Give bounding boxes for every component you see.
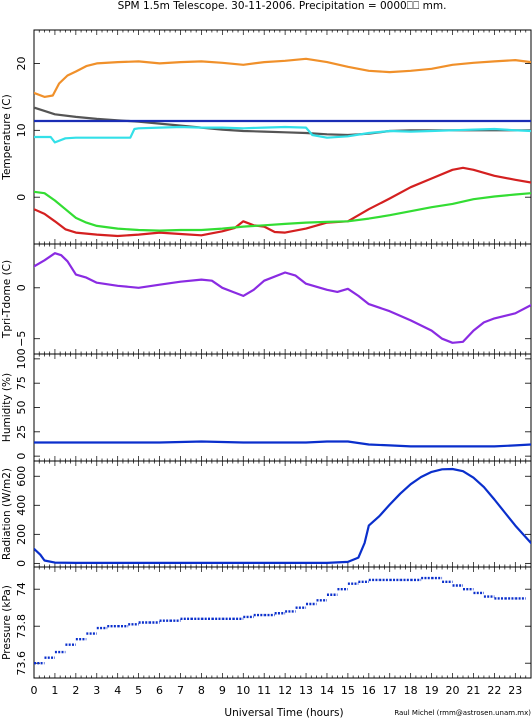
series-line-1 <box>34 57 531 99</box>
x-tick-label: 15 <box>341 684 355 697</box>
series-line-1 <box>34 440 531 448</box>
series-1 <box>34 576 526 665</box>
x-tick-label: 18 <box>404 684 418 697</box>
series-line-5 <box>34 166 531 238</box>
x-tick-label: 7 <box>177 684 184 697</box>
x-tick-label: 2 <box>72 684 79 697</box>
x-tick-label: 16 <box>362 684 376 697</box>
x-tick-label: 0 <box>31 684 38 697</box>
x-tick-label: 10 <box>236 684 250 697</box>
credit-text: Raul Michel (rmm@astrosen.unam.mx) <box>394 709 531 717</box>
y-tick-label: 100 <box>15 348 28 369</box>
x-tick-label: 17 <box>383 684 397 697</box>
x-tick-label: 13 <box>299 684 313 697</box>
x-tick-label: 21 <box>466 684 480 697</box>
x-tick-label: 5 <box>135 684 142 697</box>
y-tick-label: 73.6 <box>15 651 28 676</box>
y-tick-label: 600 <box>15 466 28 487</box>
panel-frame <box>33 243 532 355</box>
y-tick-label: 74 <box>15 582 28 596</box>
y-tick-label: 400 <box>15 495 28 516</box>
x-axis-label: Universal Time (hours) <box>224 707 343 719</box>
panel-1: 0 10 20 Temperature (C) <box>1 29 532 245</box>
y-tick-label: 25 <box>15 425 28 439</box>
x-tick-label: 4 <box>114 684 121 697</box>
y-tick-label: 10 <box>15 123 28 137</box>
y-axis-label: Temperature (C) <box>1 94 13 180</box>
x-tick-label: 20 <box>446 684 460 697</box>
x-tick-labels: 0 1 2 3 4 5 6 7 8 9 10 11 12 13 14 15 16 17 18 19 20 21 22 23 <box>31 684 523 697</box>
x-tick-label: 14 <box>320 684 334 697</box>
y-tick-label: 50 <box>15 401 28 415</box>
y-tick-label: 20 <box>15 56 28 70</box>
y-axis-label: Pressure (kPa) <box>1 585 13 660</box>
panel-frame <box>33 460 532 568</box>
x-tick-label: 9 <box>219 684 226 697</box>
y-axis-label: Radiation (W/m2) <box>1 468 13 560</box>
x-tick-label: 22 <box>487 684 501 697</box>
series-line-6 <box>34 190 531 232</box>
y-tick-label: 200 <box>15 524 28 545</box>
x-tick-label: 12 <box>278 684 292 697</box>
panel-frame <box>33 566 532 679</box>
y-axis-label: Tpri-Tdome (C) <box>1 260 13 339</box>
series-line-4 <box>34 125 531 144</box>
series-group <box>34 57 531 238</box>
x-tick-label: 11 <box>257 684 271 697</box>
x-tick-label: 19 <box>425 684 439 697</box>
y-tick-label: 0 <box>15 453 28 460</box>
y-tick-label: 0 <box>15 284 28 291</box>
y-tick-label: 75 <box>15 376 28 390</box>
x-tick-label: 3 <box>93 684 100 697</box>
series-group <box>34 576 526 665</box>
series-line-1 <box>34 252 531 344</box>
series-group <box>34 252 531 344</box>
series-group <box>34 467 531 565</box>
x-tick-label: 6 <box>156 684 163 697</box>
y-tick-label: 0 <box>15 560 28 567</box>
x-tick-label: 23 <box>508 684 522 697</box>
x-tick-label: 8 <box>198 684 205 697</box>
x-tick-label: 1 <box>51 684 58 697</box>
y-tick-label: 0 <box>15 194 28 201</box>
series-line-1 <box>34 467 531 565</box>
series-group <box>34 440 531 448</box>
y-axis-label: Humidity (%) <box>1 373 13 442</box>
y-tick-label: −5 <box>15 331 28 347</box>
panel-frame <box>33 353 532 462</box>
y-tick-label: 73.8 <box>15 614 28 639</box>
chart-title: SPM 1.5m Telescope. 30-11-2006. Precipit… <box>118 0 447 12</box>
